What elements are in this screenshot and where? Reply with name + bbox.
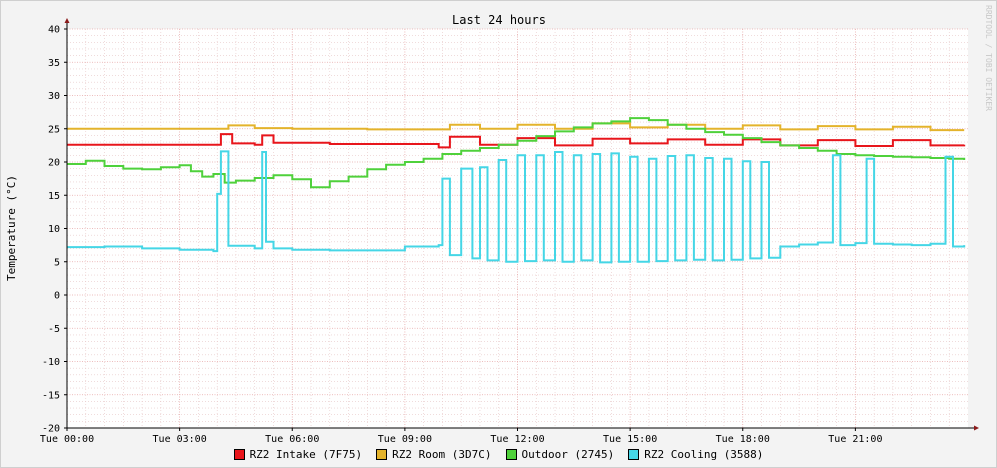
series-line-1 [67,122,965,132]
y-tick-labels: 40 35 30 25 20 15 10 5 0 -5 -10 -15 -20 [42,25,60,435]
legend-item-0: RZ2 Intake (7F75) [233,447,363,461]
legend-item-2: Outdoor (2745) [505,447,615,461]
x-tick-label: Tue 21:00 [828,434,882,445]
x-axis-arrow [974,425,979,431]
y-tick-label: 40 [48,25,60,36]
x-tick-label: Tue 03:00 [153,434,207,445]
legend-swatch [233,448,245,460]
x-tick-label: Tue 06:00 [265,434,319,445]
y-tick-label: 30 [48,91,60,102]
legend-label: Outdoor (2745) [521,447,615,461]
y-tick-label: 10 [48,224,60,235]
y-tick-label: -20 [42,424,60,435]
y-tick-label: 15 [48,191,60,202]
watermark: RRDTOOL / TOBI OETIKER [984,5,993,111]
x-tick-label: Tue 15:00 [603,434,657,445]
x-tick-label: Tue 18:00 [716,434,770,445]
y-tick-label: 5 [54,257,60,268]
chart-title: Last 24 hours [452,13,546,27]
legend-swatch [376,448,388,460]
legend-label: RZ2 Room (3D7C) [392,447,492,461]
y-tick-label: -10 [42,357,60,368]
legend-label: RZ2 Intake (7F75) [249,447,363,461]
legend-label: RZ2 Cooling (3588) [644,447,764,461]
series-layer [67,117,966,264]
series-line-3 [67,150,966,264]
legend-item-1: RZ2 Room (3D7C) [376,447,492,461]
x-tick-label: Tue 12:00 [490,434,544,445]
legend-swatch [628,448,640,460]
y-tick-label: 25 [48,124,60,135]
legend: RZ2 Intake (7F75) RZ2 Room (3D7C) Outdoor … [0,446,997,462]
x-tick-label: Tue 09:00 [378,434,432,445]
x-tick-labels: Tue 00:00 Tue 03:00 Tue 06:00 Tue 09:00 Tue … [40,434,883,445]
y-axis-label: Temperature (°C) [5,175,18,281]
axes [64,18,979,431]
legend-item-3: RZ2 Cooling (3588) [628,448,763,461]
y-axis-arrow [64,18,70,23]
y-tick-label: 35 [48,58,60,69]
series-line-2 [67,117,966,189]
y-tick-label: -15 [42,390,60,401]
y-tick-label: -5 [48,324,60,335]
legend-swatch [505,448,517,460]
y-tick-label: 20 [48,158,60,169]
y-tick-label: 0 [54,291,60,302]
x-tick-label: Tue 00:00 [40,434,94,445]
